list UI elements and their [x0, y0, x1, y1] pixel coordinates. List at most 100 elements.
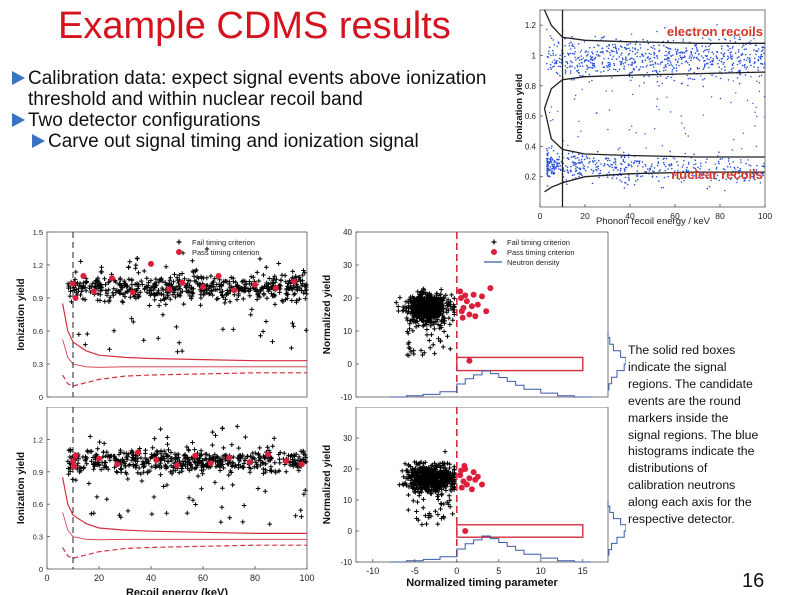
- electron-event: [609, 63, 612, 66]
- electron-event: [665, 66, 668, 68]
- electron-event: [584, 71, 587, 73]
- fail-event: [258, 289, 263, 294]
- fail-event: [296, 275, 301, 280]
- fail-event: [429, 491, 434, 497]
- electron-event: [736, 56, 739, 59]
- electron-event: [592, 65, 595, 67]
- nuclear-event: [707, 177, 709, 179]
- electron-event: [634, 43, 637, 45]
- fail-event: [411, 295, 416, 301]
- fail-event: [182, 452, 188, 457]
- electron-event: [723, 55, 725, 57]
- nuclear-event: [553, 168, 556, 171]
- figure-caption: The solid red boxes indicate the signal …: [628, 343, 759, 527]
- fail-event: [267, 521, 272, 527]
- electron-event: [681, 62, 683, 65]
- electron-event: [649, 64, 652, 66]
- fail-event: [415, 312, 420, 318]
- stray-event: [719, 97, 722, 100]
- fail-event: [258, 462, 263, 468]
- electron-event: [764, 62, 766, 64]
- fail-event: [163, 264, 169, 269]
- pass-events: [70, 449, 305, 470]
- electron-event: [574, 47, 576, 49]
- nuclear-event: [708, 168, 711, 171]
- nuclear-event: [715, 177, 718, 180]
- electron-event: [718, 59, 720, 62]
- stray-event: [646, 64, 648, 66]
- fail-event: [147, 303, 152, 308]
- nuclear-event: [751, 175, 753, 178]
- electron-event: [723, 52, 726, 54]
- fail-event: [165, 459, 170, 464]
- stray-event: [558, 42, 560, 44]
- fail-event: [136, 282, 141, 287]
- electron-event: [723, 65, 726, 68]
- fail-event: [425, 294, 431, 300]
- electron-event: [677, 58, 680, 60]
- nuclear-event: [734, 175, 736, 177]
- fail-event: [439, 479, 444, 485]
- fail-event: [443, 484, 449, 489]
- nuclear-recoils-annotation: nuclear recoils: [671, 167, 763, 182]
- nuclear-event: [667, 168, 669, 170]
- fail-event: [237, 458, 242, 464]
- electron-event: [568, 66, 571, 68]
- fail-event: [103, 465, 109, 470]
- nuclear-event: [657, 162, 660, 165]
- stray-event: [550, 147, 553, 149]
- electron-event: [550, 68, 553, 70]
- fail-event: [225, 461, 230, 467]
- electron-event: [633, 58, 635, 60]
- fail-event: [82, 297, 88, 302]
- fail-event: [240, 287, 245, 293]
- fail-event: [241, 296, 246, 302]
- nuclear-event: [546, 164, 549, 167]
- electron-event: [555, 54, 557, 56]
- fail-event: [158, 426, 163, 432]
- stray-event: [670, 111, 672, 113]
- nuclear-event: [729, 166, 732, 168]
- fail-event: [164, 510, 169, 516]
- nuclear-event: [637, 175, 639, 177]
- x-tick-label: 5: [496, 566, 501, 576]
- nuclear-event: [708, 185, 711, 188]
- electron-event: [627, 43, 630, 46]
- electron-event: [760, 53, 763, 56]
- electron-event: [701, 37, 704, 39]
- stray-event: [676, 50, 679, 52]
- fail-event: [447, 322, 453, 327]
- fail-event: [452, 304, 457, 309]
- electron-event: [704, 64, 706, 67]
- stray-event: [755, 145, 758, 148]
- electron-event: [574, 56, 576, 59]
- fail-event: [126, 451, 132, 457]
- nuclear-event: [697, 166, 699, 169]
- fail-event: [450, 511, 455, 517]
- electron-event: [649, 61, 651, 63]
- electron-band-lower: [543, 71, 766, 109]
- electron-event: [619, 60, 621, 63]
- electron-event: [726, 58, 729, 60]
- fail-event: [153, 465, 158, 470]
- nuclear-event: [571, 174, 574, 177]
- y-axis-label: Normalized yield: [322, 445, 333, 524]
- electron-event: [599, 55, 601, 57]
- electron-event: [695, 43, 697, 46]
- fail-event: [163, 302, 169, 307]
- nuclear-event: [733, 166, 736, 169]
- nuclear-event: [598, 176, 600, 179]
- fail-event: [203, 456, 208, 462]
- electron-event: [739, 69, 741, 72]
- nuclear-event: [673, 170, 676, 172]
- nuclear-event: [685, 170, 688, 172]
- fail-event: [428, 474, 434, 479]
- fail-event: [435, 309, 440, 315]
- nuclear-event: [572, 164, 575, 166]
- fail-event: [210, 442, 215, 448]
- stray-event: [681, 122, 683, 124]
- fail-event: [130, 462, 136, 467]
- fail-event: [396, 308, 401, 314]
